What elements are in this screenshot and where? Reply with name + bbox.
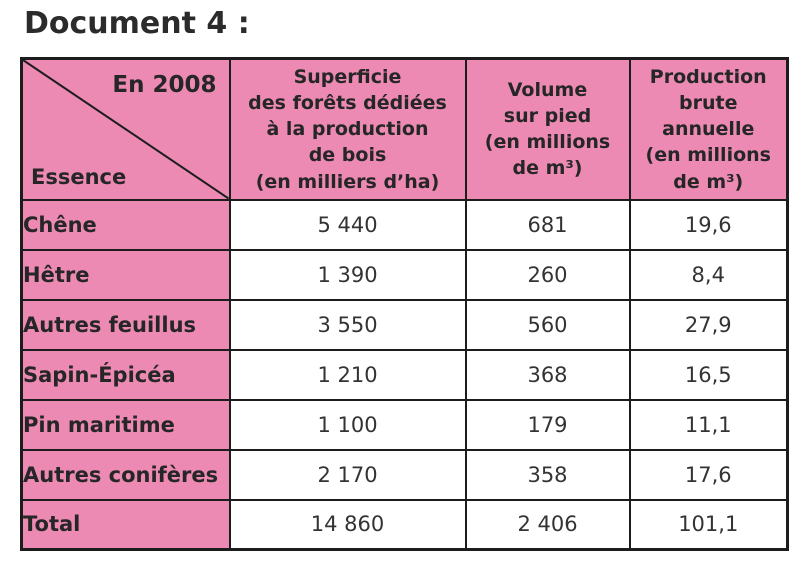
table-row-autres-feuillus: Autres feuillus 3 550 560 27,9 xyxy=(20,298,789,351)
forest-data-table: En 2008 Essence Superficie des forêts dé… xyxy=(20,57,789,551)
column-header-superficie: Superficie des forêts dédiées à la produ… xyxy=(228,57,467,201)
cell-volume: 2 406 xyxy=(464,498,631,551)
row-label: Autres conifères xyxy=(20,448,231,501)
row-label: Autres feuillus xyxy=(20,298,231,351)
table-row-pin-maritime: Pin maritime 1 100 179 11,1 xyxy=(20,398,789,451)
cell-superficie: 2 170 xyxy=(228,448,467,501)
table-row-hetre: Hêtre 1 390 260 8,4 xyxy=(20,248,789,301)
table-row-chene: Chêne 5 440 681 19,6 xyxy=(20,198,789,251)
cell-production: 17,6 xyxy=(628,448,789,501)
cell-production: 8,4 xyxy=(628,248,789,301)
cell-volume: 681 xyxy=(464,198,631,251)
cell-superficie: 1 390 xyxy=(228,248,467,301)
cell-volume: 179 xyxy=(464,398,631,451)
cell-volume: 560 xyxy=(464,298,631,351)
cell-superficie: 3 550 xyxy=(228,298,467,351)
cell-volume: 368 xyxy=(464,348,631,401)
corner-essence-label: Essence xyxy=(31,164,127,189)
cell-production: 19,6 xyxy=(628,198,789,251)
row-label: Pin maritime xyxy=(20,398,231,451)
cell-production: 101,1 xyxy=(628,498,789,551)
cell-volume: 358 xyxy=(464,448,631,501)
diagonal-divider-line xyxy=(23,60,229,199)
cell-superficie: 1 100 xyxy=(228,398,467,451)
row-label: Sapin-Épicéa xyxy=(20,348,231,401)
document-title: Document 4 : xyxy=(24,6,250,41)
cell-volume: 260 xyxy=(464,248,631,301)
cell-superficie: 1 210 xyxy=(228,348,467,401)
row-label: Chêne xyxy=(20,198,231,251)
table-row-total: Total 14 860 2 406 101,1 xyxy=(20,498,789,551)
table-row-autres-coniferes: Autres conifères 2 170 358 17,6 xyxy=(20,448,789,501)
cell-production: 16,5 xyxy=(628,348,789,401)
row-label: Total xyxy=(20,498,231,551)
cell-superficie: 5 440 xyxy=(228,198,467,251)
cell-production: 11,1 xyxy=(628,398,789,451)
table-header-row: En 2008 Essence Superficie des forêts dé… xyxy=(20,57,789,201)
row-label: Hêtre xyxy=(20,248,231,301)
cell-superficie: 14 860 xyxy=(228,498,467,551)
corner-year-label: En 2008 xyxy=(112,72,217,98)
cell-production: 27,9 xyxy=(628,298,789,351)
corner-header-cell: En 2008 Essence xyxy=(20,57,231,201)
column-header-production: Production brute annuelle (en millions d… xyxy=(628,57,789,201)
table-row-sapin-epicea: Sapin-Épicéa 1 210 368 16,5 xyxy=(20,348,789,401)
column-header-volume: Volume sur pied (en millions de m³) xyxy=(464,57,631,201)
